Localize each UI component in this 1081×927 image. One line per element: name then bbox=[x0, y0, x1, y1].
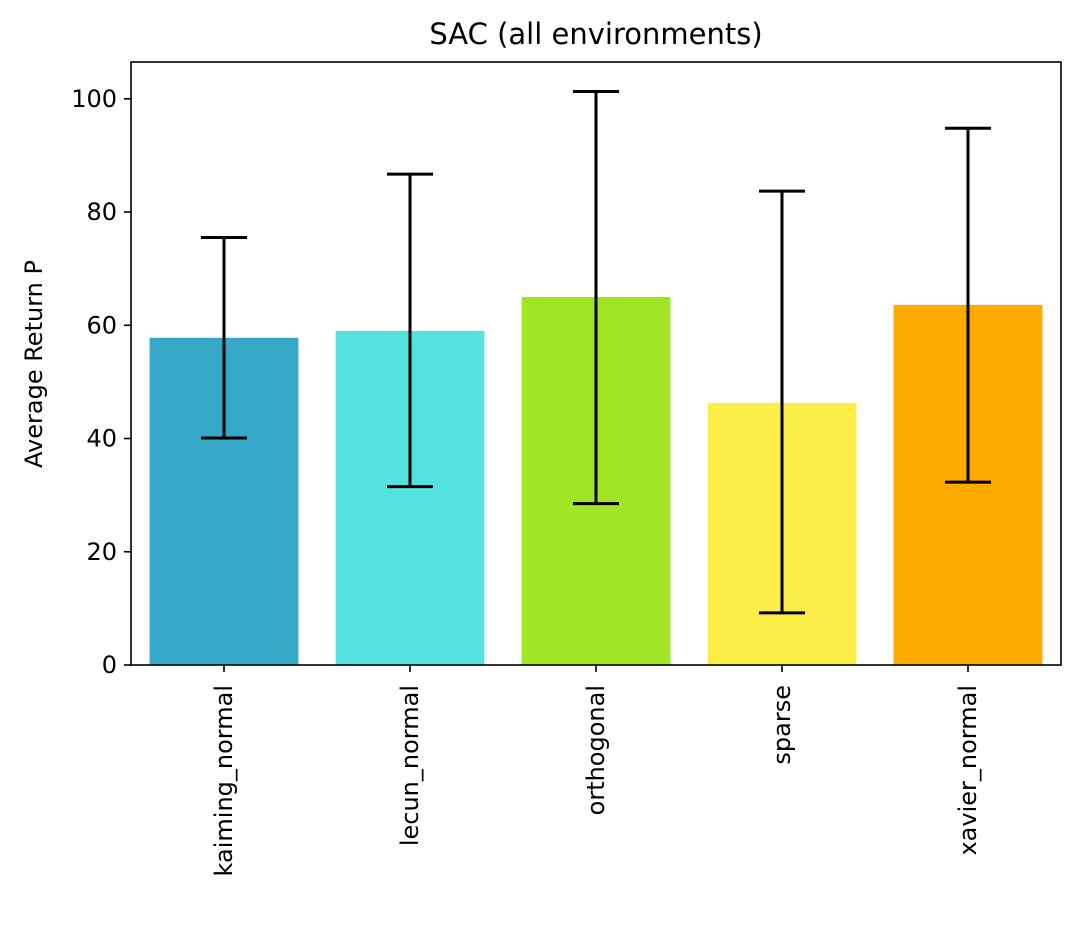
x-axis: kaiming_normal lecun_normal orthogonal spar… bbox=[210, 665, 982, 876]
y-tick-label: 60 bbox=[86, 311, 117, 339]
error-bar-orthogonal bbox=[573, 89, 619, 506]
x-tick-label: orthogonal bbox=[582, 685, 610, 815]
plot-frame bbox=[130, 61, 1062, 666]
y-tick-label: 0 bbox=[102, 651, 117, 679]
y-axis: 0 20 40 60 80 100 bbox=[71, 85, 131, 679]
chart-title: SAC (all environments) bbox=[429, 17, 762, 51]
y-tick-label: 100 bbox=[71, 85, 117, 113]
x-tick-label: lecun_normal bbox=[396, 685, 424, 846]
y-tick-label: 20 bbox=[86, 538, 117, 566]
y-tick-label: 40 bbox=[86, 425, 117, 453]
x-tick-label: kaiming_normal bbox=[210, 685, 238, 876]
x-tick-label: sparse bbox=[768, 685, 796, 765]
error-bar-kaiming_normal bbox=[201, 236, 247, 440]
error-bars-layer bbox=[201, 89, 991, 615]
error-bar-lecun_normal bbox=[387, 172, 433, 489]
y-axis-label: Average Return P bbox=[20, 260, 48, 468]
error-bar-xavier_normal bbox=[945, 126, 991, 484]
x-tick-label: xavier_normal bbox=[954, 685, 982, 856]
y-tick-label: 80 bbox=[86, 198, 117, 226]
error-bar-sparse bbox=[759, 189, 805, 615]
